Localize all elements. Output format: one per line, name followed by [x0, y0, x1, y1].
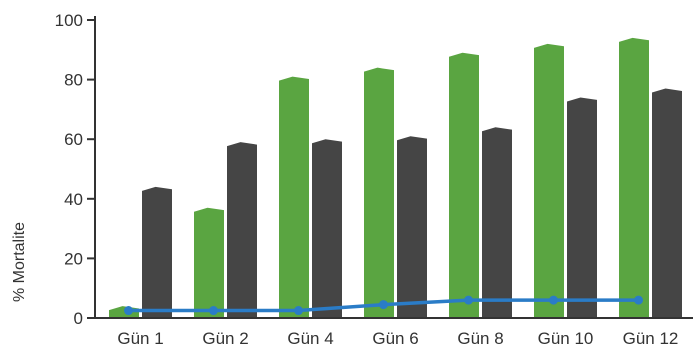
- x-category-label: Gün 8: [457, 329, 503, 348]
- green-bar: [279, 76, 309, 319]
- dark-bar: [482, 127, 512, 318]
- axes-layer: [94, 16, 693, 319]
- x-category-label: Gün 4: [287, 329, 333, 348]
- dark-bar: [227, 142, 257, 318]
- dark-bar: [312, 139, 342, 318]
- x-category-label: Gün 6: [372, 329, 418, 348]
- y-tick-label: 40: [64, 190, 83, 209]
- green-bar: [619, 37, 649, 318]
- x-category-label: Gün 12: [623, 329, 679, 348]
- x-category-label: Gün 1: [117, 329, 163, 348]
- bars-layer: [109, 37, 682, 319]
- dark-bar: [652, 88, 682, 318]
- line-point: [634, 295, 643, 305]
- line-point: [124, 306, 133, 316]
- line-point: [209, 306, 218, 316]
- x-category-label: Gün 2: [202, 329, 248, 348]
- x-category-labels: Gün 1 Gün 2 Gün 4 Gün 6 Gün 8 Gün 10 Gün 12: [117, 329, 678, 348]
- line-point: [294, 306, 303, 316]
- y-ticks: 0 20 40 60 80 100: [55, 11, 95, 328]
- dark-bar: [397, 136, 427, 318]
- x-category-label: Gün 10: [538, 329, 594, 348]
- y-tick-label: 80: [64, 71, 83, 90]
- green-bar: [449, 52, 479, 318]
- line-point: [549, 295, 558, 305]
- line-point: [464, 295, 473, 305]
- dark-bar: [567, 97, 597, 318]
- y-tick-label: 20: [64, 249, 83, 268]
- line-point: [379, 300, 388, 310]
- green-bar: [364, 67, 394, 319]
- line-layer: [124, 295, 643, 316]
- y-tick-label: 100: [55, 11, 83, 30]
- y-axis-title: % Mortalite: [11, 222, 28, 302]
- green-bar: [194, 207, 224, 318]
- y-tick-label: 0: [74, 309, 83, 328]
- green-bar: [534, 43, 564, 319]
- dark-bar: [142, 186, 172, 318]
- y-tick-label: 60: [64, 130, 83, 149]
